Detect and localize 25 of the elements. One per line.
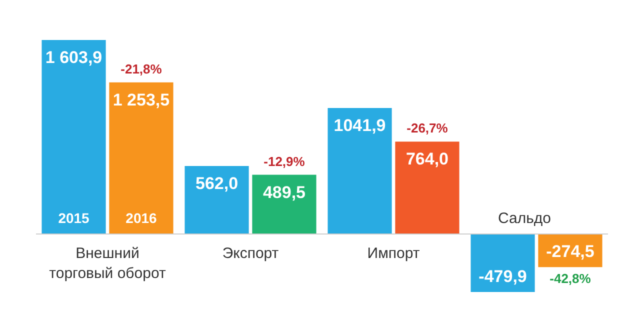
bar	[470, 234, 535, 292]
annotation: -26,7%	[406, 120, 448, 136]
data-label: 562,0	[195, 174, 238, 193]
series-label: 2016	[126, 210, 158, 226]
bar	[184, 166, 249, 234]
x-tick-label: Экспорт	[222, 244, 279, 262]
data-label: -479,9	[478, 267, 527, 286]
x-tick-label: Сальдо	[498, 210, 552, 227]
annotation: -21,8%	[120, 61, 162, 76]
bar	[328, 108, 392, 234]
data-label: 1 603,9	[45, 48, 102, 67]
x-tick-label: Импорт	[367, 244, 420, 262]
bar	[109, 82, 174, 234]
data-label: 764,0	[406, 150, 449, 169]
series-label: 2015	[58, 210, 90, 226]
data-label: 1 253,5	[112, 90, 170, 110]
annotation: -42,8%	[550, 271, 592, 286]
data-label: -274,5	[546, 242, 594, 262]
annotation: -12,9%	[264, 154, 306, 169]
bar	[42, 40, 106, 234]
data-label: 489,5	[262, 182, 306, 202]
bar	[395, 142, 460, 234]
bar	[252, 174, 316, 234]
x-tick-label: Внешний торговый оборот	[49, 244, 166, 282]
data-label: 1041,9	[334, 116, 386, 135]
